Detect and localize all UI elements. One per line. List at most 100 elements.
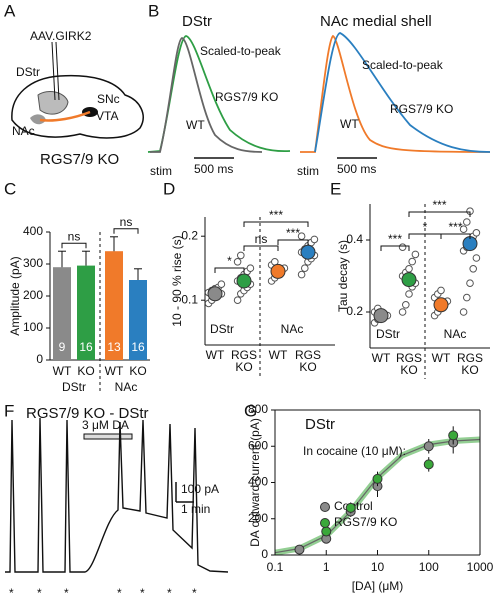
x-tick-label: WT [372,351,391,365]
panel-b: B DStr Scaled-to-peak RGS7/9 KO WT stim … [147,1,491,178]
sig-label: *** [388,232,402,246]
sig-bracket [380,245,410,251]
needle [51,41,56,101]
region-label: VTA [96,109,118,123]
stim-mark: * [192,586,197,600]
mean-marker [236,273,252,289]
striatum [37,91,69,115]
trace-title: NAc medial shell [320,13,432,30]
panel-label: C [4,179,16,198]
region-label: DStr [16,65,40,79]
x-tick-label: WT [53,364,72,378]
x-tick-label: 10 [371,560,385,574]
trace [300,34,491,153]
panel-label: B [148,1,159,20]
panel-label: F [4,401,14,420]
sig-bracket [243,245,279,251]
x-tick-label: 1000 [467,560,494,574]
stim-mark: * [117,586,122,600]
data-point [472,254,481,262]
y-tick-label: 0.4 [346,232,363,246]
y-tick-label: 0.2 [181,228,198,242]
x-tick-label: 1 [323,560,330,574]
data-point [411,250,420,259]
y-tick-label: 0.2 [346,304,363,318]
y-tick-label: 200 [248,511,268,525]
x-axis-title: [DA] (μM) [352,579,404,593]
data-point [217,280,226,289]
scale-label: 500 ms [337,162,376,176]
data-point [233,296,242,305]
mean-marker [270,263,286,279]
stim-label: stim [150,164,172,178]
stim-label: stim [297,164,319,178]
data-point [297,270,306,279]
chart-title: DStr [305,416,335,433]
trace-annotation: WT [186,118,205,132]
drug-bar [83,433,133,440]
data-point [372,473,383,484]
data-point [294,544,305,555]
data-point [405,265,413,273]
region-label: NAc [12,124,35,138]
mean-marker [207,286,223,302]
scale-label: 500 ms [194,162,233,176]
x-tick-label: 0.1 [267,560,284,574]
data-point [437,286,445,295]
scale-label: 100 pA [181,482,219,496]
trace-annotation: WT [340,117,359,131]
y-axis-title: Tau decay (s) [336,240,350,312]
y-tick-label: 0.1 [181,292,198,306]
sig-label: *** [286,226,300,240]
sig-label: ns [120,215,133,229]
data-point [310,235,319,244]
y-tick-label: 300 [23,256,43,270]
data-point [463,218,471,226]
legend-marker [320,502,330,512]
x-tick-label: RGS KO [295,348,321,374]
x-tick-label: RGS KO [231,348,257,374]
panel-label: E [330,179,341,198]
scale-label: 1 min [181,502,210,516]
vector-label: AAV.GIRK2 [30,29,92,43]
data-point [408,257,417,266]
y-axis-title: 10 - 90 % rise (s) [170,235,184,326]
x-tick-label: WT [432,351,451,365]
sig-bracket [113,228,139,234]
x-tick-label: KO [129,364,146,378]
sig-bracket [440,233,471,239]
x-tick-label: RGS KO [396,351,422,377]
mean-marker [433,297,449,313]
y-tick-label: 800 [248,402,268,416]
sig-bracket [214,267,245,273]
y-tick-label: 100 [23,320,43,334]
mean-marker [373,308,389,324]
mean-marker [300,244,316,260]
sig-bracket [408,211,471,217]
trace-title: DStr [182,13,212,30]
data-point [459,225,468,233]
n-label: 13 [107,340,121,354]
stim-mark: * [64,586,69,600]
panel-label: A [4,1,16,20]
trace [5,417,229,573]
region-label: SNc [97,92,120,106]
drug-label: 3 μM DA [82,418,129,432]
sig-label: *** [269,208,283,222]
sig-label: *** [432,198,446,212]
stim-mark: * [37,586,42,600]
y-tick-label: 0 [261,547,268,561]
n-label: 16 [79,340,93,354]
y-tick-label: 600 [248,438,268,452]
trace-annotation: RGS7/9 KO [390,102,453,116]
sig-bracket [61,242,87,249]
genotype-label: RGS7/9 KO [40,151,119,168]
bar [129,280,147,360]
bar [77,265,95,360]
data-point [233,258,242,266]
x-tick-label: WT [105,364,124,378]
group-label: DStr [210,322,234,336]
x-tick-label: WT [206,348,225,362]
data-point [466,279,474,288]
sig-bracket [277,239,309,245]
